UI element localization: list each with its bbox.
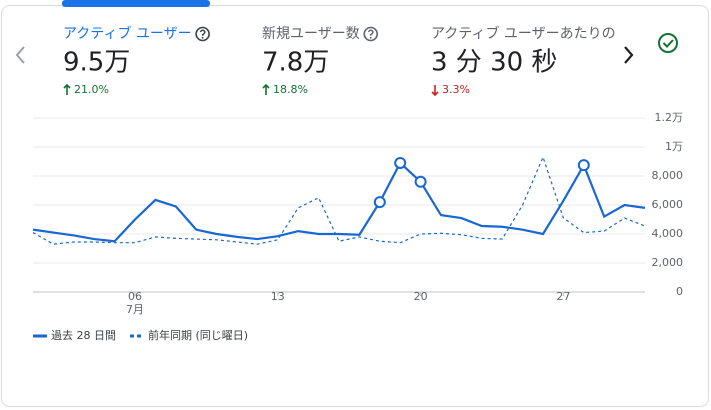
prev-button[interactable] bbox=[15, 46, 25, 64]
series-line bbox=[32, 161, 646, 243]
y-tick-label: 1.2万 bbox=[655, 111, 684, 124]
metric-label: 新規ユーザー数 bbox=[262, 26, 360, 42]
x-tick-label: 13 bbox=[271, 290, 285, 303]
metric-tab[interactable]: 新規ユーザー数 7.8万 18.8% bbox=[262, 26, 379, 96]
x-tick-label: 20 bbox=[414, 290, 428, 303]
trend-arrow bbox=[431, 85, 439, 97]
trend-arrow bbox=[262, 83, 270, 95]
metric-change: 18.8% bbox=[273, 83, 308, 96]
trend-arrow bbox=[63, 83, 71, 95]
selected-indicator bbox=[62, 0, 210, 7]
metric-value: 9.5万 bbox=[63, 48, 130, 78]
y-tick-label: 6,000 bbox=[652, 198, 684, 211]
metric-tab[interactable]: アクティブ ユーザー 9.5万 21.0% bbox=[62, 0, 210, 96]
metric-value: 3 分 30 秒 bbox=[431, 48, 557, 78]
metric-change: 3.3% bbox=[442, 83, 470, 96]
help-icon bbox=[363, 26, 379, 42]
x-month-label: 7月 bbox=[126, 303, 144, 316]
y-tick-label: 8,000 bbox=[652, 169, 684, 182]
help-icon bbox=[369, 36, 372, 39]
legend-item: 前年同期 (同じ曜日) bbox=[130, 328, 248, 342]
metric-value: 7.8万 bbox=[262, 48, 329, 78]
metric-tab[interactable]: アクティブ ユーザーあたりの 3 分 30 秒 3.3% bbox=[431, 25, 616, 97]
status-icon bbox=[658, 33, 678, 53]
metric-change: 21.0% bbox=[74, 83, 109, 96]
metric-label: アクティブ ユーザーあたりの bbox=[431, 25, 616, 42]
y-tick-label: 1万 bbox=[665, 140, 683, 153]
next-button[interactable] bbox=[624, 46, 634, 64]
legend-label: 過去 28 日間 bbox=[51, 329, 116, 342]
point-marker bbox=[394, 156, 407, 169]
help-icon bbox=[201, 36, 204, 39]
y-tick-label: 2,000 bbox=[652, 256, 684, 269]
y-tick-label: 4,000 bbox=[652, 227, 684, 240]
metric-label: アクティブ ユーザー bbox=[63, 25, 192, 42]
point-marker bbox=[577, 159, 590, 172]
point-marker bbox=[373, 196, 386, 209]
help-icon bbox=[199, 29, 206, 36]
help-icon bbox=[195, 26, 210, 42]
card bbox=[1, 5, 709, 407]
x-tick-label: 27 bbox=[556, 290, 570, 303]
y-tick-label: 0 bbox=[676, 285, 683, 298]
legend-label: 前年同期 (同じ曜日) bbox=[148, 328, 248, 342]
point-marker bbox=[414, 175, 427, 188]
help-icon bbox=[367, 29, 374, 36]
legend-item: 過去 28 日間 bbox=[33, 329, 116, 342]
x-tick-label: 06 bbox=[128, 290, 142, 303]
